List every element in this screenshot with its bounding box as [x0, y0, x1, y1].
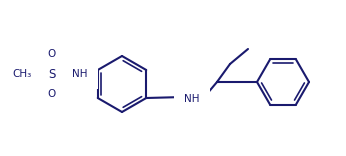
Text: O: O — [48, 89, 56, 99]
Text: S: S — [48, 68, 56, 80]
Text: O: O — [48, 49, 56, 59]
Text: NH: NH — [72, 69, 88, 79]
Text: NH: NH — [184, 94, 200, 104]
Text: CH₃: CH₃ — [12, 69, 31, 79]
